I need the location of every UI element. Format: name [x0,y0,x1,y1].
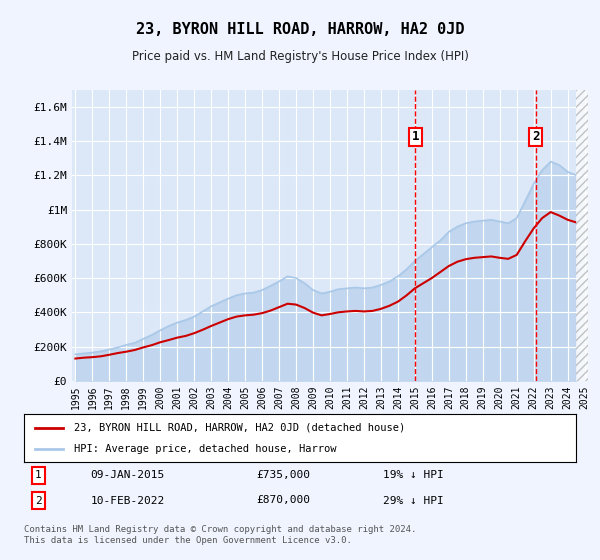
Text: Price paid vs. HM Land Registry's House Price Index (HPI): Price paid vs. HM Land Registry's House … [131,50,469,63]
Text: 19% ↓ HPI: 19% ↓ HPI [383,470,443,480]
Text: £870,000: £870,000 [256,496,310,506]
Text: 2: 2 [532,130,539,143]
Text: 23, BYRON HILL ROAD, HARROW, HA2 0JD: 23, BYRON HILL ROAD, HARROW, HA2 0JD [136,22,464,38]
Text: 23, BYRON HILL ROAD, HARROW, HA2 0JD (detached house): 23, BYRON HILL ROAD, HARROW, HA2 0JD (de… [74,423,405,433]
Text: 29% ↓ HPI: 29% ↓ HPI [383,496,443,506]
Text: 1: 1 [35,470,42,480]
Text: 1: 1 [412,130,419,143]
Text: 10-FEB-2022: 10-FEB-2022 [90,496,164,506]
Text: 09-JAN-2015: 09-JAN-2015 [90,470,164,480]
Text: £735,000: £735,000 [256,470,310,480]
Text: 2: 2 [35,496,42,506]
Text: HPI: Average price, detached house, Harrow: HPI: Average price, detached house, Harr… [74,444,336,454]
Text: Contains HM Land Registry data © Crown copyright and database right 2024.
This d: Contains HM Land Registry data © Crown c… [24,525,416,545]
